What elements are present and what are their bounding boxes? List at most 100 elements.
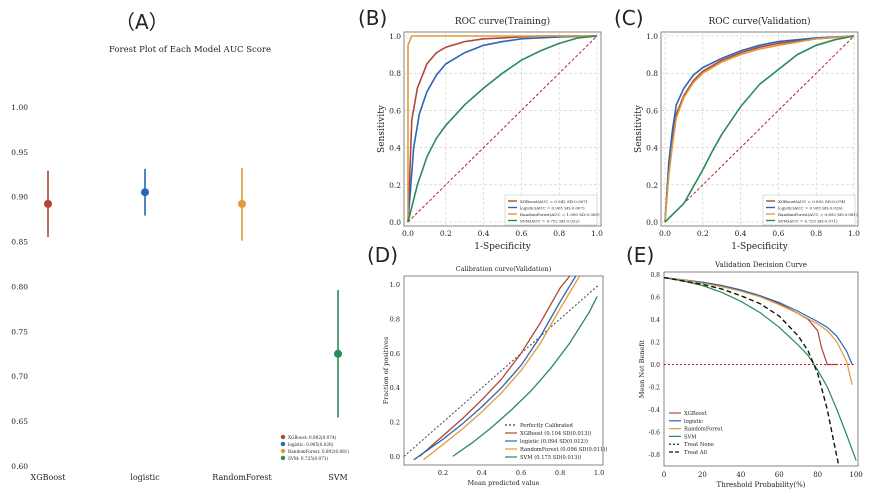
dca-ytick-label: 0.8 bbox=[650, 272, 660, 279]
forest-legend-entry: SVM: 0.725(0.071) bbox=[288, 456, 329, 461]
roc-legend-box bbox=[762, 194, 856, 226]
calib-legend-entry: logistic (0.094 SD(0.012)) bbox=[520, 438, 588, 445]
roc-legend-entry: SVM(AUC = 0.725 SD:0.071) bbox=[778, 218, 838, 223]
roc-xtick-label: 0.0 bbox=[402, 229, 414, 238]
forest-ytick-label: 0.60 bbox=[11, 462, 28, 471]
dca-curve-randomforest bbox=[664, 277, 853, 385]
roc-ytick-label: 0.4 bbox=[389, 144, 401, 153]
calib-ytick-label: 1.0 bbox=[390, 281, 400, 289]
dca-legend-entry: Treat All bbox=[684, 450, 707, 456]
roc-ytick-label: 0.8 bbox=[646, 69, 658, 78]
roc-ytick-label: 0.0 bbox=[389, 218, 401, 227]
roc-legend-entry: logistic(AUC = 0.905 SD:0.026) bbox=[778, 205, 843, 210]
dca-ytick-label: -0.8 bbox=[648, 452, 660, 459]
calib-ytick-label: 0.2 bbox=[390, 419, 400, 427]
calib-xtick-label: 1.0 bbox=[594, 469, 604, 477]
calib-ylabel: Fraction of positives bbox=[382, 337, 390, 404]
dca-curve-xgboost bbox=[664, 277, 837, 366]
roc-xtick-label: 0.4 bbox=[478, 229, 490, 238]
forest-legend-entry: logistic: 0.905(0.026) bbox=[288, 442, 334, 447]
roc-title: ROC curve(Validation) bbox=[708, 16, 810, 27]
forest-legend-marker bbox=[280, 441, 286, 447]
roc-xlabel: 1-Specificity bbox=[731, 242, 788, 252]
forest-ytick-label: 0.90 bbox=[11, 193, 28, 202]
forest-ytick-label: 0.85 bbox=[11, 238, 28, 247]
dca-xtick-label: 20 bbox=[698, 471, 707, 479]
dca-ytick-label: -0.4 bbox=[648, 407, 660, 414]
roc-curve-randomforest bbox=[407, 35, 597, 222]
roc-legend-entry: XGBoost(AUC = 0.942 SD:0.007) bbox=[520, 199, 588, 204]
forest-ytick-label: 0.75 bbox=[11, 327, 28, 336]
dca-ytick-label: 0.2 bbox=[650, 339, 660, 346]
dca-ytick-label: -0.6 bbox=[648, 430, 660, 437]
forest-xtick-label: SVM bbox=[328, 473, 347, 482]
dca-ytick-label: 0.6 bbox=[650, 294, 660, 301]
roc-frame-b bbox=[403, 31, 602, 227]
forest-legend-marker bbox=[280, 455, 286, 461]
dca-ytick-label: 0.4 bbox=[650, 317, 660, 324]
calib-frame bbox=[403, 275, 604, 466]
calib-legend-entry: RandomForest (0.096 SD(0.011)) bbox=[520, 446, 607, 453]
dca-ytick-label: -0.2 bbox=[648, 385, 660, 392]
dca-curve-svm bbox=[664, 277, 857, 461]
calib-curve-svm bbox=[452, 296, 598, 457]
calib-ytick-label: 0.4 bbox=[390, 384, 400, 392]
dca-xtick-label: 0 bbox=[662, 471, 666, 479]
roc-xtick-label: 0.6 bbox=[515, 229, 527, 238]
roc-ylabel: Sensitivity bbox=[377, 104, 387, 153]
forest-xtick-label: RandomForest bbox=[212, 473, 272, 482]
panel-label-a: （A） bbox=[115, 10, 169, 34]
roc-ytick-label: 0.2 bbox=[646, 181, 658, 190]
forest-point-svm bbox=[334, 349, 342, 358]
dca-xtick-label: 80 bbox=[813, 471, 822, 479]
roc-ytick-label: 0.8 bbox=[389, 69, 401, 78]
roc-xlabel: 1-Specificity bbox=[474, 242, 531, 252]
roc-xtick-label: 0.6 bbox=[772, 229, 784, 238]
roc-reference-diagonal bbox=[664, 35, 855, 223]
dca-frame bbox=[663, 271, 859, 467]
dca-ytick-label: 0.0 bbox=[650, 362, 660, 369]
roc-curve-logistic bbox=[407, 35, 598, 223]
forest-ytick-label: 0.95 bbox=[11, 148, 28, 157]
roc-ytick-label: 0.6 bbox=[389, 106, 401, 115]
calib-ytick-label: 0.0 bbox=[390, 453, 400, 461]
roc-curve-svm bbox=[407, 35, 598, 223]
roc-ytick-label: 1.0 bbox=[389, 32, 401, 41]
calib-curve-xgboost bbox=[419, 276, 571, 457]
forest-ytick-label: 0.65 bbox=[11, 417, 28, 426]
dca-title: Validation Decision Curve bbox=[714, 261, 807, 269]
roc-xtick-label: 0.2 bbox=[697, 229, 709, 238]
roc-xtick-label: 0.2 bbox=[440, 229, 452, 238]
roc-legend-box bbox=[504, 194, 598, 226]
forest-point-logistic bbox=[141, 188, 149, 197]
roc-title: ROC curve(Training) bbox=[455, 16, 550, 27]
dca-xlabel: Threshold Probability(%) bbox=[717, 481, 806, 489]
forest-point-xgboost bbox=[44, 199, 52, 208]
forest-title: Forest Plot of Each Model AUC Score bbox=[109, 45, 271, 55]
roc-legend-entry: SVM(AUC = 0.752 SD:0.022) bbox=[520, 218, 580, 223]
calib-legend-entry: XGBoost (0.104 SD(0.013)) bbox=[520, 430, 591, 437]
roc-reference-diagonal bbox=[407, 35, 598, 223]
roc-legend-entry: RandomForest(AUC = 1.000 SD:0.000) bbox=[520, 212, 600, 217]
roc-frame-c bbox=[660, 31, 859, 227]
calib-legend-entry: SVM (0.175 SD(0.013)) bbox=[520, 454, 581, 461]
forest-legend-marker bbox=[280, 448, 286, 454]
dca-xtick-label: 40 bbox=[736, 471, 745, 479]
roc-ylabel: Sensitivity bbox=[634, 104, 644, 153]
dca-legend-entry: Treat None bbox=[684, 442, 714, 448]
panel-label-c: (C) bbox=[614, 6, 644, 30]
calib-ytick-label: 0.8 bbox=[390, 315, 400, 323]
roc-ytick-label: 0.2 bbox=[389, 181, 401, 190]
calib-curve-randomforest bbox=[423, 276, 581, 461]
panel-label-e: (E) bbox=[626, 243, 655, 267]
calib-xlabel: Mean predicted value bbox=[468, 479, 540, 487]
dca-curve-logistic bbox=[664, 277, 853, 365]
roc-ytick-label: 0.0 bbox=[646, 218, 658, 227]
dca-legend-entry: logistic bbox=[684, 419, 703, 425]
calib-ytick-label: 0.6 bbox=[390, 350, 400, 358]
roc-xtick-label: 0.8 bbox=[810, 229, 822, 238]
forest-ytick-label: 0.80 bbox=[11, 282, 28, 291]
calib-curve-logistic bbox=[413, 276, 577, 461]
forest-xtick-label: XGBoost bbox=[31, 473, 67, 482]
